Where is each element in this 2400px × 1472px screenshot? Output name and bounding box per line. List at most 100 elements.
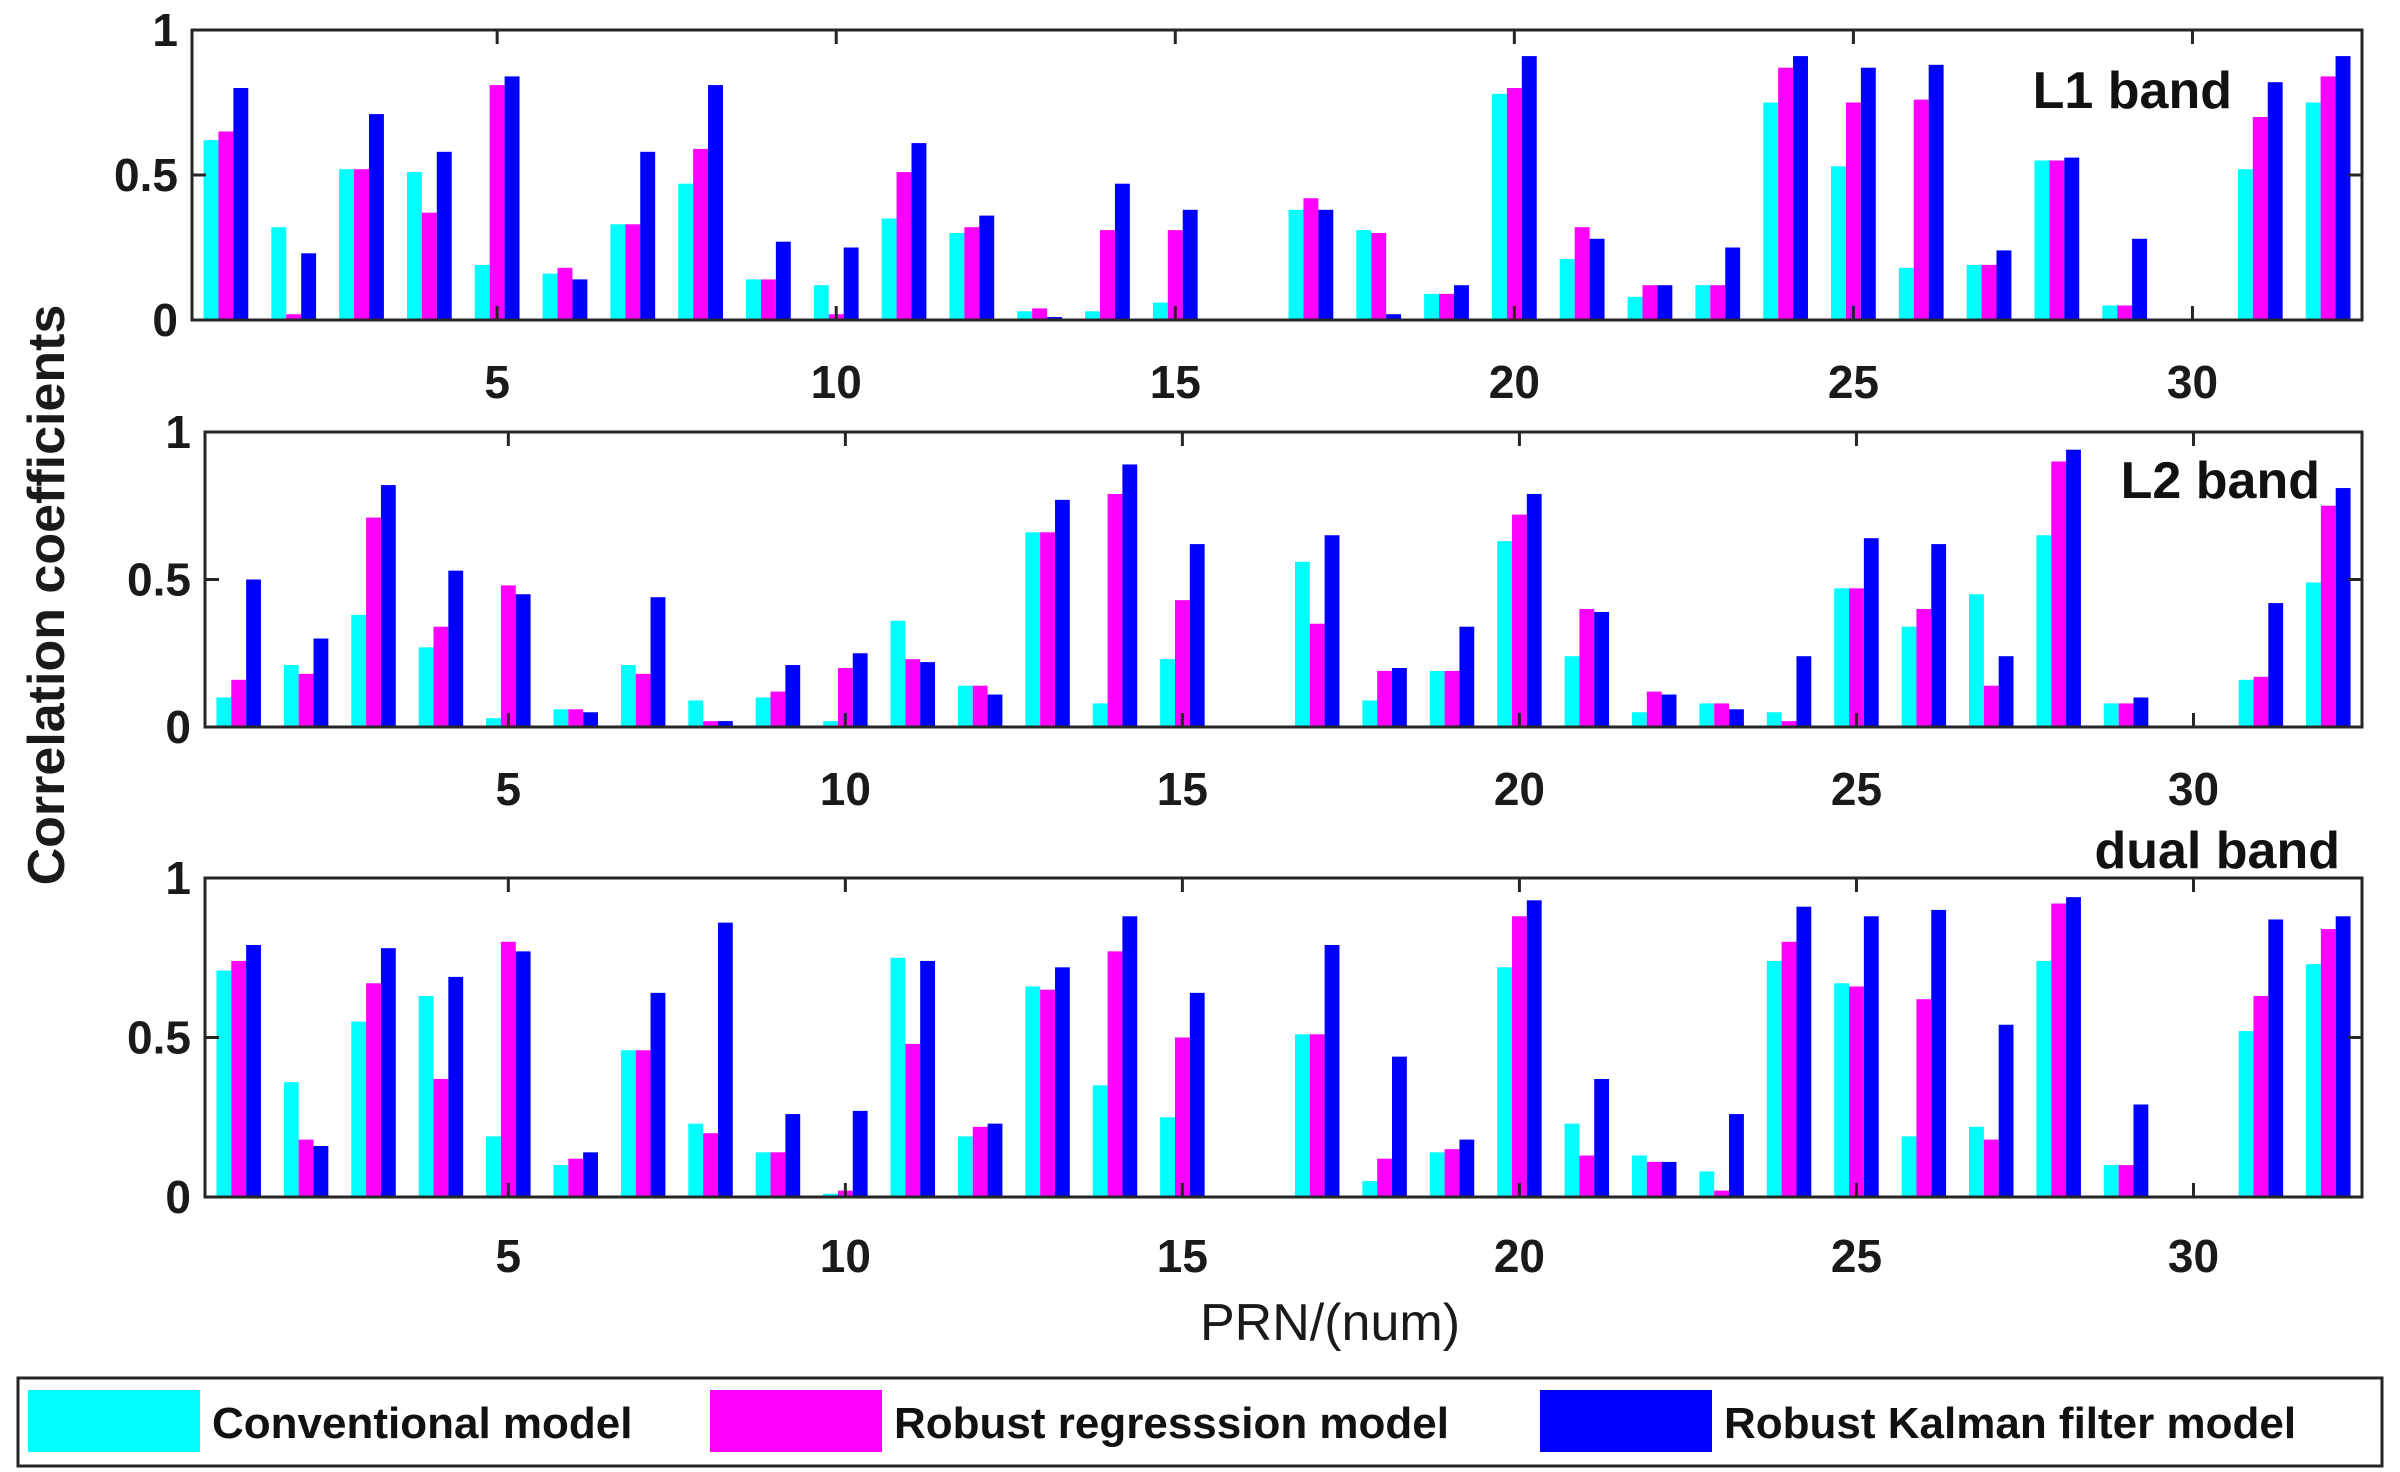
bar-robust-kalman-prn-7 xyxy=(650,992,666,1197)
bar-robust-regression-prn-17 xyxy=(1303,198,1319,320)
bar-conventional-prn-12 xyxy=(957,1136,973,1197)
bar-robust-regression-prn-18 xyxy=(1377,1158,1393,1197)
bar-conventional-prn-11 xyxy=(881,218,897,320)
bar-conventional-prn-5 xyxy=(486,718,501,727)
bar-conventional-prn-4 xyxy=(418,647,434,727)
legend-label-robust-regression: Robust regresssion model xyxy=(894,1399,1449,1448)
bar-robust-regression-prn-5 xyxy=(500,585,516,727)
bar-robust-regression-prn-21 xyxy=(1579,609,1595,727)
bar-conventional-prn-28 xyxy=(2034,160,2050,320)
bar-robust-kalman-prn-3 xyxy=(368,114,384,320)
bar-robust-regression-prn-18 xyxy=(1371,233,1387,320)
bar-robust-regression-prn-7 xyxy=(625,224,641,320)
bar-robust-regression-prn-20 xyxy=(1512,916,1527,1197)
bar-robust-regression-prn-29 xyxy=(2118,703,2134,727)
bar-robust-kalman-prn-31 xyxy=(2268,603,2284,727)
bar-robust-kalman-prn-18 xyxy=(1386,314,1402,320)
bar-conventional-prn-27 xyxy=(1966,264,1982,320)
panel-label: dual band xyxy=(2094,822,2340,880)
bar-robust-regression-prn-2 xyxy=(286,314,302,320)
legend-box xyxy=(16,1376,2384,1468)
bar-conventional-prn-17 xyxy=(1288,209,1304,320)
bar-robust-kalman-prn-10 xyxy=(852,1110,868,1197)
bar-robust-kalman-prn-19 xyxy=(1459,626,1475,727)
y-tick-label: 0.5 xyxy=(127,1012,191,1064)
bar-robust-kalman-prn-11 xyxy=(911,143,927,320)
bar-conventional-prn-14 xyxy=(1092,703,1108,727)
bar-conventional-prn-1 xyxy=(203,140,219,320)
bar-robust-regression-prn-25 xyxy=(1849,588,1864,727)
bar-conventional-prn-29 xyxy=(2103,1165,2119,1197)
bar-robust-kalman-prn-22 xyxy=(1657,285,1673,320)
bar-robust-kalman-prn-29 xyxy=(2133,1104,2149,1197)
bar-conventional-prn-18 xyxy=(1356,230,1372,320)
bar-robust-kalman-prn-13 xyxy=(1054,499,1070,727)
bar-conventional-prn-32 xyxy=(2306,964,2321,1197)
bar-conventional-prn-12 xyxy=(949,233,965,320)
bar-conventional-prn-21 xyxy=(1559,259,1575,320)
bar-robust-regression-prn-24 xyxy=(1781,721,1797,727)
bar-robust-kalman-prn-15 xyxy=(1182,209,1198,320)
bar-robust-kalman-prn-12 xyxy=(979,215,995,320)
bar-conventional-prn-6 xyxy=(553,1165,569,1197)
bar-robust-regression-prn-31 xyxy=(2253,996,2269,1197)
bar-robust-regression-prn-17 xyxy=(1309,623,1325,727)
bar-robust-kalman-prn-7 xyxy=(640,151,656,320)
bar-robust-regression-prn-18 xyxy=(1377,670,1393,727)
legend-label-robust-kalman: Robust Kalman filter model xyxy=(1724,1399,2296,1448)
bar-conventional-prn-29 xyxy=(2102,305,2118,320)
bar-robust-regression-prn-19 xyxy=(1439,293,1454,320)
bar-robust-regression-prn-14 xyxy=(1100,230,1115,320)
bar-robust-regression-prn-21 xyxy=(1579,1155,1595,1197)
x-axis-label: PRN/(num) xyxy=(1200,1294,1460,1352)
bar-robust-regression-prn-7 xyxy=(635,673,651,727)
bar-robust-regression-prn-24 xyxy=(1781,941,1797,1197)
bar-robust-kalman-prn-27 xyxy=(1998,1024,2014,1197)
bar-robust-regression-prn-24 xyxy=(1778,67,1794,320)
bar-robust-regression-prn-20 xyxy=(1506,88,1522,320)
bar-conventional-prn-20 xyxy=(1497,541,1513,727)
y-tick-label: 0.5 xyxy=(127,554,191,606)
bar-robust-regression-prn-6 xyxy=(568,709,584,727)
bar-robust-regression-prn-28 xyxy=(2049,160,2065,320)
bar-robust-kalman-prn-28 xyxy=(2064,157,2080,320)
bar-conventional-prn-31 xyxy=(2238,679,2254,727)
bar-robust-kalman-prn-17 xyxy=(1324,535,1340,727)
bar-conventional-prn-20 xyxy=(1491,93,1507,320)
bar-robust-regression-prn-10 xyxy=(837,668,853,727)
bar-robust-kalman-prn-14 xyxy=(1122,464,1138,727)
bar-robust-kalman-prn-23 xyxy=(1729,1114,1744,1197)
bar-conventional-prn-19 xyxy=(1429,1152,1445,1197)
bar-conventional-prn-2 xyxy=(283,1082,299,1197)
y-tick-label: 0 xyxy=(165,701,191,753)
bar-robust-kalman-prn-14 xyxy=(1114,183,1130,320)
x-tick-label: 30 xyxy=(2168,1230,2219,1282)
bar-robust-kalman-prn-1 xyxy=(233,88,249,320)
bar-robust-kalman-prn-1 xyxy=(246,944,261,1197)
bar-robust-regression-prn-5 xyxy=(500,941,516,1197)
bar-conventional-prn-4 xyxy=(406,172,422,320)
bar-robust-regression-prn-27 xyxy=(1983,1139,1999,1197)
x-tick-label: 20 xyxy=(1489,356,1540,408)
x-tick-label: 30 xyxy=(2168,763,2219,815)
bar-conventional-prn-23 xyxy=(1699,1171,1715,1197)
bar-robust-kalman-prn-25 xyxy=(1863,538,1879,727)
bar-conventional-prn-32 xyxy=(2306,582,2321,727)
bar-robust-regression-prn-2 xyxy=(298,1139,314,1197)
bar-robust-kalman-prn-8 xyxy=(708,85,723,320)
bar-conventional-prn-2 xyxy=(283,665,299,727)
bar-robust-regression-prn-15 xyxy=(1167,230,1183,320)
bar-robust-kalman-prn-28 xyxy=(2066,449,2081,727)
bar-robust-regression-prn-3 xyxy=(366,983,381,1197)
bar-robust-regression-prn-9 xyxy=(760,279,776,320)
bar-robust-kalman-prn-4 xyxy=(436,151,452,320)
bar-robust-kalman-prn-32 xyxy=(2335,488,2351,727)
bar-conventional-prn-3 xyxy=(339,169,355,320)
legend-swatch-robust-kalman xyxy=(1540,1390,1712,1452)
x-tick-label: 20 xyxy=(1494,1230,1545,1282)
bar-robust-kalman-prn-7 xyxy=(650,597,666,727)
bar-conventional-prn-20 xyxy=(1497,967,1513,1197)
bar-robust-regression-prn-6 xyxy=(568,1158,584,1197)
